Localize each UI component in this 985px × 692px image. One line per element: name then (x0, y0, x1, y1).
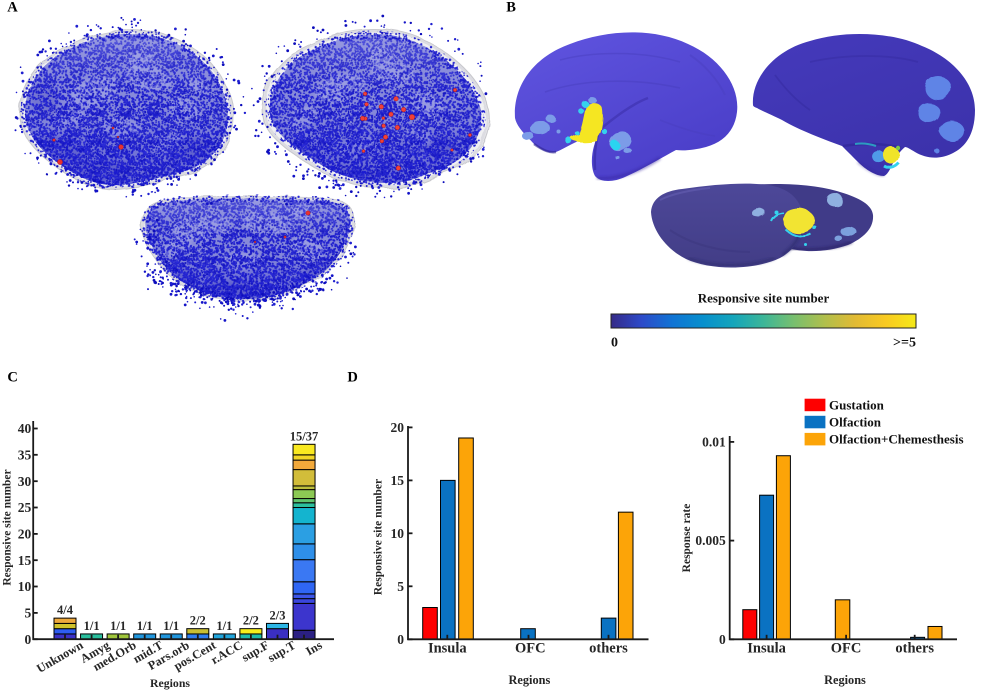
svg-text:Regions: Regions (824, 673, 866, 687)
svg-text:Olfaction: Olfaction (829, 415, 882, 430)
svg-text:Unknown: Unknown (34, 638, 86, 676)
svg-text:Response rate: Response rate (681, 504, 693, 573)
svg-text:15: 15 (18, 553, 32, 568)
svg-text:D: D (347, 369, 357, 385)
svg-text:2/2: 2/2 (190, 614, 206, 628)
svg-text:20: 20 (391, 420, 405, 435)
svg-text:Insula: Insula (428, 641, 467, 657)
svg-text:1/1: 1/1 (163, 619, 179, 633)
svg-text:10: 10 (18, 579, 32, 594)
svg-text:2/2: 2/2 (243, 614, 259, 628)
svg-text:0: 0 (611, 336, 618, 351)
svg-text:Insula: Insula (747, 641, 786, 657)
svg-text:0: 0 (397, 632, 404, 647)
svg-text:Ins: Ins (303, 638, 324, 658)
svg-text:0.005: 0.005 (695, 533, 726, 548)
svg-text:4/4: 4/4 (57, 603, 74, 617)
svg-text:Responsive site number: Responsive site number (373, 479, 385, 595)
svg-text:others: others (895, 641, 934, 657)
svg-text:A: A (7, 0, 18, 15)
svg-text:2/3: 2/3 (270, 608, 286, 622)
svg-text:15/37: 15/37 (290, 429, 318, 443)
svg-text:Responsive site number: Responsive site number (698, 291, 830, 306)
svg-text:5: 5 (397, 579, 404, 594)
svg-text:>=5: >=5 (893, 336, 916, 351)
svg-text:0: 0 (719, 632, 726, 647)
svg-text:10: 10 (391, 526, 405, 541)
svg-text:20: 20 (18, 527, 32, 542)
svg-text:OFC: OFC (831, 641, 862, 657)
svg-text:0.01: 0.01 (702, 435, 726, 450)
svg-text:1/1: 1/1 (84, 619, 100, 633)
svg-text:Olfaction+Chemesthesis: Olfaction+Chemesthesis (829, 432, 964, 447)
svg-text:40: 40 (18, 421, 32, 436)
svg-text:30: 30 (18, 474, 32, 489)
svg-text:1/1: 1/1 (137, 619, 153, 633)
svg-text:25: 25 (18, 500, 32, 515)
svg-text:Responsive site number: Responsive site number (2, 469, 14, 585)
svg-text:Regions: Regions (509, 673, 551, 687)
svg-text:C: C (7, 369, 17, 385)
svg-text:35: 35 (18, 447, 32, 462)
svg-text:sup.T: sup.T (265, 638, 298, 665)
svg-text:others: others (589, 641, 628, 657)
svg-text:Regions: Regions (150, 676, 190, 690)
svg-text:OFC: OFC (515, 641, 546, 657)
svg-text:B: B (506, 0, 516, 15)
svg-text:5: 5 (24, 606, 31, 621)
svg-text:1/1: 1/1 (216, 619, 232, 633)
svg-text:15: 15 (391, 473, 405, 488)
svg-text:Gustation: Gustation (829, 398, 885, 413)
svg-text:1/1: 1/1 (110, 619, 126, 633)
svg-text:0: 0 (24, 632, 31, 647)
